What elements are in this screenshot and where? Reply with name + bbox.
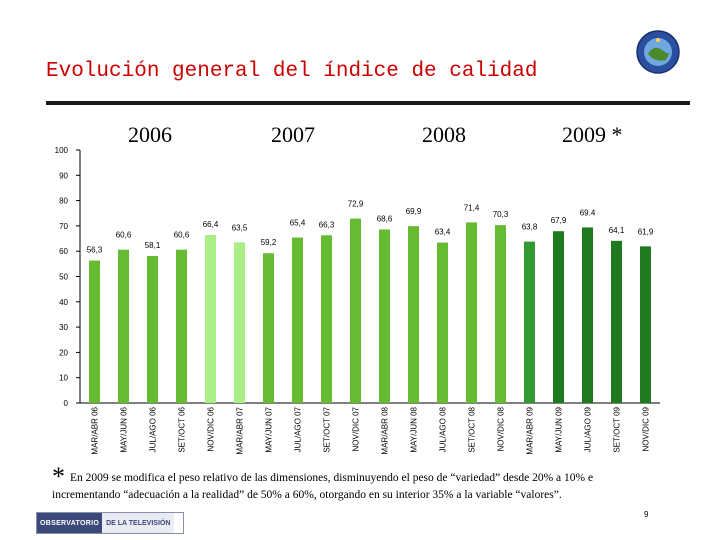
x-tick-label-10: MAR/ABR 08 xyxy=(381,406,390,454)
data-label-16: 67,9 xyxy=(551,216,567,225)
footer-logo-right: DE LA TELEVISIÓN xyxy=(102,513,175,533)
y-tick-label-90: 90 xyxy=(59,171,68,180)
data-label-17: 69.4 xyxy=(580,208,596,217)
year-2009-text: 2009 xyxy=(562,122,606,147)
data-label-2: 58,1 xyxy=(145,241,161,250)
x-tick-label-8: SET/OCT 07 xyxy=(323,406,332,452)
year-2009-marker: * xyxy=(611,122,623,147)
bar-5 xyxy=(234,242,245,403)
y-tick-label-40: 40 xyxy=(59,298,68,307)
data-label-5: 63,5 xyxy=(232,223,248,232)
bar-9 xyxy=(350,218,361,403)
data-label-6: 59,2 xyxy=(261,238,277,247)
data-label-18: 64,1 xyxy=(609,226,625,235)
bar-2 xyxy=(147,256,158,403)
data-label-1: 60,6 xyxy=(116,231,132,240)
organization-logo xyxy=(636,30,680,74)
x-tick-label-5: MAR/ABR 07 xyxy=(236,406,245,454)
y-tick-label-30: 30 xyxy=(59,323,68,332)
bar-17 xyxy=(582,227,593,403)
page-number: 9 xyxy=(644,510,649,519)
x-tick-label-4: NOV/DIC 06 xyxy=(207,406,216,451)
y-tick-label-20: 20 xyxy=(59,348,68,357)
x-tick-label-19: NOV/DIC 09 xyxy=(642,406,651,451)
y-tick-label-70: 70 xyxy=(59,222,68,231)
bar-16 xyxy=(553,231,564,403)
bar-0 xyxy=(89,260,100,403)
data-label-8: 66,3 xyxy=(319,220,335,229)
x-tick-label-18: SET/OCT 09 xyxy=(613,406,622,452)
data-label-11: 69,9 xyxy=(406,207,422,216)
x-tick-label-14: NOV/DIC 08 xyxy=(497,406,506,451)
footer-logo: OBSERVATORIO DE LA TELEVISIÓN xyxy=(36,512,184,534)
data-label-0: 56,3 xyxy=(87,246,103,255)
data-label-13: 71,4 xyxy=(464,203,480,212)
data-label-3: 60,6 xyxy=(174,231,190,240)
y-tick-label-0: 0 xyxy=(64,399,69,408)
x-tick-label-12: JUL/AGO 08 xyxy=(439,406,448,452)
y-tick-label-80: 80 xyxy=(59,197,68,206)
bar-7 xyxy=(292,237,303,403)
bar-8 xyxy=(321,235,332,403)
year-label-2009: 2009 * xyxy=(562,122,623,148)
bar-3 xyxy=(176,249,187,403)
x-tick-label-7: JUL/AGO 07 xyxy=(294,406,303,452)
x-tick-label-0: MAR/ABR 06 xyxy=(91,406,100,454)
bar-10 xyxy=(379,229,390,403)
data-label-12: 63,4 xyxy=(435,228,451,237)
title-divider xyxy=(46,101,690,105)
bar-11 xyxy=(408,226,419,403)
y-tick-label-100: 100 xyxy=(55,146,69,155)
bar-13 xyxy=(466,222,477,403)
bar-14 xyxy=(495,225,506,403)
x-tick-label-9: NOV/DIC 07 xyxy=(352,406,361,451)
x-tick-label-17: JUL/AGO 09 xyxy=(584,406,593,452)
quality-index-bar-chart: 0 10 20 30 40 50 60 70 80 90 100 56,3 MAR/ABR 06 60,6… xyxy=(55,146,660,455)
bar-12 xyxy=(437,242,448,403)
x-tick-label-13: SET/OCT 08 xyxy=(468,406,477,452)
data-label-4: 66,4 xyxy=(203,220,219,229)
footnote-line-2: incrementando “adecuación a la realidad”… xyxy=(52,489,562,501)
y-tick-label-60: 60 xyxy=(59,247,68,256)
bar-4 xyxy=(205,235,216,403)
bar-6 xyxy=(263,253,274,403)
footnote-line-1: En 2009 se modifica el peso relativo de … xyxy=(70,472,594,484)
y-tick-label-10: 10 xyxy=(59,374,68,383)
data-label-9: 72,9 xyxy=(348,200,364,209)
x-tick-label-15: MAR/ABR 09 xyxy=(526,406,535,454)
year-label-2008: 2008 xyxy=(422,122,466,147)
y-tick-label-50: 50 xyxy=(59,273,68,282)
bar-18 xyxy=(611,240,622,403)
x-tick-label-1: MAY/JUN 06 xyxy=(120,406,129,452)
footnote-marker: * xyxy=(52,462,65,491)
bar-1 xyxy=(118,249,129,403)
data-label-14: 70,3 xyxy=(493,210,509,219)
data-label-19: 61,9 xyxy=(638,227,654,236)
x-tick-label-6: MAY/JUN 07 xyxy=(265,406,274,452)
year-label-2006: 2006 xyxy=(128,122,172,147)
data-label-15: 63,8 xyxy=(522,223,538,232)
footer-logo-left: OBSERVATORIO xyxy=(37,513,103,533)
x-tick-label-11: MAY/JUN 08 xyxy=(410,406,419,452)
bar-19 xyxy=(640,246,651,403)
page-title: Evolución general del índice de calidad xyxy=(46,60,538,83)
x-tick-label-2: JUL/AGO 06 xyxy=(149,406,158,452)
bar-15 xyxy=(524,241,535,403)
x-tick-label-3: SET/OCT 06 xyxy=(178,406,187,452)
year-label-2007: 2007 xyxy=(271,122,315,147)
data-label-7: 65,4 xyxy=(290,219,306,228)
x-tick-label-16: MAY/JUN 09 xyxy=(555,406,564,452)
data-label-10: 68,6 xyxy=(377,214,393,223)
